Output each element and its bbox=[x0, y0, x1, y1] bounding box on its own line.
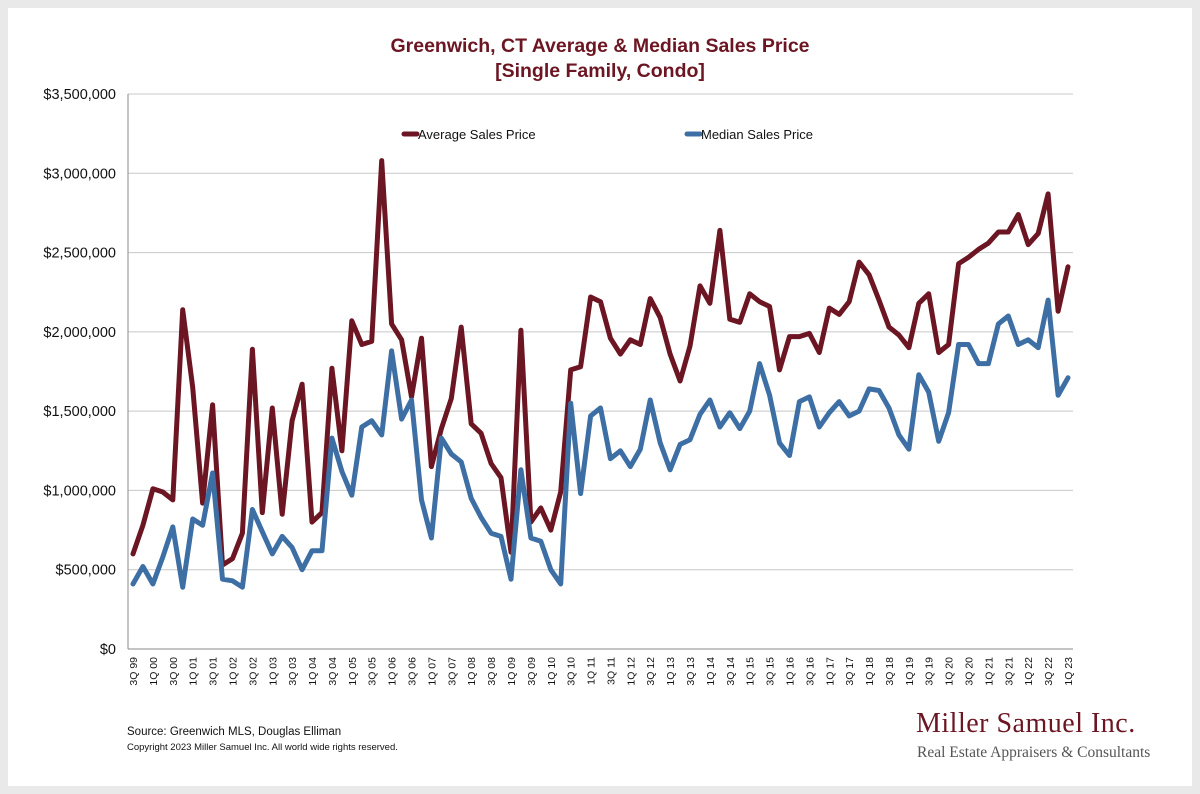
chart-title-line-1: Greenwich, CT Average & Median Sales Pri… bbox=[390, 35, 810, 57]
y-axis-tick-labels: $0 $500,000 $1,000,000 $1,500,000 $2,000,000… bbox=[43, 87, 116, 658]
legend-label: Median Sales Price bbox=[701, 127, 813, 142]
x-tick-label: 3Q 02 bbox=[247, 657, 259, 686]
x-tick-label: 3Q 17 bbox=[844, 657, 856, 686]
x-tick-label: 1Q 14 bbox=[705, 657, 717, 686]
x-tick-label: 1Q 11 bbox=[586, 657, 598, 685]
x-tick-label: 1Q 22 bbox=[1023, 657, 1035, 686]
series-line-average bbox=[130, 158, 1071, 568]
x-tick-label: 1Q 01 bbox=[188, 657, 200, 686]
series-lines bbox=[130, 158, 1071, 590]
y-tick-label: $0 bbox=[100, 642, 116, 658]
x-tick-label: 3Q 21 bbox=[1003, 657, 1015, 686]
x-tick-label: 3Q 04 bbox=[327, 657, 339, 686]
x-tick-label: 3Q 18 bbox=[884, 657, 896, 686]
y-tick-label: $1,000,000 bbox=[43, 483, 116, 499]
x-tick-label: 1Q 17 bbox=[824, 657, 836, 686]
x-tick-label: 3Q 10 bbox=[566, 657, 578, 686]
x-tick-label: 1Q 09 bbox=[506, 657, 518, 686]
x-tick-label: 3Q 22 bbox=[1043, 657, 1055, 686]
x-tick-label: 3Q 13 bbox=[685, 657, 697, 686]
x-tick-label: 1Q 20 bbox=[944, 657, 956, 686]
x-tick-label: 3Q 03 bbox=[287, 657, 299, 686]
x-tick-label: 3Q 00 bbox=[168, 657, 180, 686]
x-tick-label: 3Q 05 bbox=[367, 657, 379, 686]
company-logo-tagline: Real Estate Appraisers & Consultants bbox=[917, 744, 1151, 761]
x-tick-label: 3Q 99 bbox=[128, 657, 140, 686]
x-tick-label: 3Q 07 bbox=[446, 657, 458, 686]
chart-title-line-2: [Single Family, Condo] bbox=[495, 60, 705, 82]
x-tick-label: 3Q 08 bbox=[486, 657, 498, 686]
series-line-median bbox=[130, 297, 1071, 590]
x-tick-label: 1Q 15 bbox=[745, 657, 757, 686]
x-tick-label: 1Q 21 bbox=[983, 657, 995, 686]
x-axis-tick-labels: 3Q 99 1Q 00 3Q 00 1Q 01 3Q 01 1Q 02 3Q 02 1Q 03… bbox=[128, 657, 1075, 686]
y-tick-label: $500,000 bbox=[56, 563, 116, 579]
company-logo-name: Miller Samuel Inc. bbox=[916, 708, 1136, 739]
x-tick-label: 1Q 12 bbox=[625, 657, 637, 686]
x-tick-label: 1Q 03 bbox=[267, 657, 279, 686]
x-tick-label: 3Q 12 bbox=[645, 657, 657, 686]
x-tick-label: 1Q 10 bbox=[546, 657, 558, 686]
x-tick-label: 1Q 13 bbox=[665, 657, 677, 686]
x-tick-label: 1Q 06 bbox=[387, 657, 399, 686]
y-tick-label: $2,500,000 bbox=[43, 246, 116, 262]
copyright-note: Copyright 2023 Miller Samuel Inc. All wo… bbox=[127, 742, 398, 753]
grid-lines bbox=[128, 93, 1073, 571]
x-tick-label: 3Q 01 bbox=[208, 657, 220, 686]
x-tick-label: 1Q 23 bbox=[1063, 657, 1075, 686]
x-tick-label: 1Q 00 bbox=[148, 657, 160, 686]
chart-title: Greenwich, CT Average & Median Sales Pri… bbox=[0, 34, 1200, 84]
x-tick-label: 3Q 11 bbox=[605, 657, 617, 685]
source-note: Source: Greenwich MLS, Douglas Elliman bbox=[127, 726, 342, 738]
y-tick-label: $3,000,000 bbox=[43, 166, 116, 182]
x-tick-label: 3Q 19 bbox=[924, 657, 936, 686]
x-tick-label: 1Q 08 bbox=[466, 657, 478, 686]
x-tick-label: 1Q 07 bbox=[426, 657, 438, 686]
x-tick-label: 1Q 18 bbox=[864, 657, 876, 686]
x-tick-label: 1Q 02 bbox=[227, 657, 239, 686]
y-tick-label: $3,500,000 bbox=[43, 87, 116, 103]
x-tick-label: 3Q 14 bbox=[725, 657, 737, 686]
chart-frame bbox=[8, 8, 1192, 786]
x-tick-label: 3Q 09 bbox=[526, 657, 538, 686]
x-tick-label: 3Q 20 bbox=[964, 657, 976, 686]
legend: Average Sales Price Median Sales Price bbox=[401, 127, 813, 142]
x-tick-label: 1Q 19 bbox=[904, 657, 916, 686]
legend-label: Average Sales Price bbox=[418, 127, 536, 142]
x-tick-label: 3Q 16 bbox=[804, 657, 816, 686]
x-tick-label: 3Q 06 bbox=[407, 657, 419, 686]
y-tick-label: $2,000,000 bbox=[43, 325, 116, 341]
x-tick-label: 1Q 05 bbox=[347, 657, 359, 686]
y-tick-label: $1,500,000 bbox=[43, 404, 116, 420]
x-tick-label: 1Q 16 bbox=[784, 657, 796, 686]
x-tick-label: 3Q 15 bbox=[765, 657, 777, 686]
x-tick-label: 1Q 04 bbox=[307, 657, 319, 686]
